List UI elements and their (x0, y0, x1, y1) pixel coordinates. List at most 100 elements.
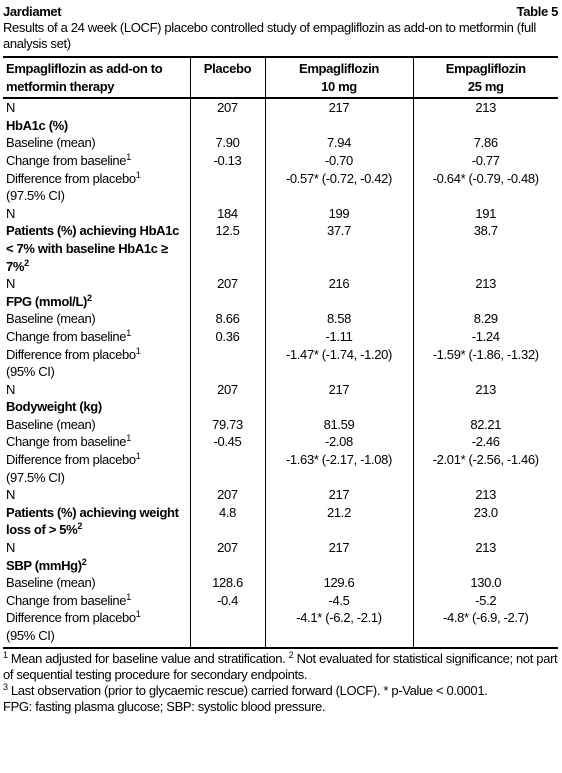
row-label: FPG (mmol/L)2 (3, 293, 190, 311)
cell (412, 116, 558, 135)
footnote: FPG: fasting plasma glucose; SBP: systol… (3, 699, 558, 715)
row-label-text: Change from baseline (6, 592, 127, 608)
cell: 199 (264, 204, 413, 223)
cell (264, 556, 413, 575)
row-label: Baseline (mean) (3, 574, 190, 592)
column-header-text: Empagliflozin as add-on to metformin the… (6, 61, 163, 94)
footnote-ref: 1 (126, 591, 131, 602)
cell: 217 (264, 380, 413, 399)
cell: 213 (412, 98, 558, 117)
column-header: Empagliflozin 10 mg (264, 55, 413, 100)
cell: -0.13 (189, 151, 265, 170)
row-label-text: Patients (%) achieving weight loss of > … (6, 504, 179, 538)
footnote-text: Last observation (prior to glycaemic res… (7, 682, 488, 698)
footnote-ref: 2 (77, 521, 82, 532)
cell (189, 169, 265, 205)
row-label: Baseline (mean) (3, 134, 190, 152)
cell: 217 (264, 539, 413, 557)
cell (412, 398, 558, 416)
table-row: SBP (mmHg)2 (3, 556, 558, 575)
cell (412, 292, 558, 311)
column-header-text: 25 mg (467, 78, 504, 94)
footnotes: 1 Mean adjusted for baseline value and s… (3, 649, 558, 715)
cell (189, 451, 265, 487)
row-label-text: Change from baseline (6, 434, 127, 450)
row-label-text: (95% CI) (6, 628, 55, 643)
row-label-text: Bodyweight (kg) (6, 399, 102, 415)
cell: -5.2 (412, 591, 558, 610)
table-row: Bodyweight (kg) (3, 398, 558, 416)
table-row: N 207 216 213 (3, 275, 558, 293)
brand: Jardiamet (3, 4, 62, 19)
cell: 130.0 (412, 574, 558, 592)
table-number: Table 5 (516, 4, 559, 19)
table-row: HbA1c (%) (3, 116, 558, 135)
row-label-text: Difference from placebo (6, 346, 136, 362)
row-label-text: Difference from placebo (6, 610, 136, 626)
cell (189, 116, 265, 135)
cell: 8.58 (264, 310, 413, 328)
cell: -4.1* (-6.2, -2.1) (264, 609, 413, 649)
footnote-ref: 1 (135, 345, 141, 356)
caption: Results of a 24 week (LOCF) placebo cont… (3, 20, 536, 51)
table-row: Difference from placebo1 (95% CI) -1.47* (… (3, 345, 558, 381)
footnote-ref: 1 (126, 327, 131, 338)
row-label-text: N (6, 381, 16, 397)
row-label-text: N (6, 100, 16, 116)
row-label-text: Change from baseline (6, 328, 127, 344)
footnote-mark: 3 (3, 681, 8, 692)
row-label: Difference from placebo1 (97.5% CI) (3, 170, 190, 205)
cell: 128.6 (189, 574, 265, 592)
footnote-ref: 1 (135, 169, 141, 180)
cell: 213 (412, 380, 558, 399)
column-header-text: Placebo (203, 61, 252, 76)
table-row: N 207 217 213 (3, 539, 558, 557)
cell: 216 (264, 275, 413, 293)
row-label: Change from baseline1 (3, 592, 190, 610)
row-label: N (3, 205, 190, 223)
footnote-ref: 2 (81, 556, 87, 567)
footnote-ref: 2 (87, 292, 92, 303)
cell: -1.59* (-1.86, -1.32) (412, 345, 558, 381)
row-label: Patients (%) achieving weight loss of > … (3, 504, 190, 539)
cell (264, 398, 413, 416)
cell: 217 (264, 486, 413, 504)
row-label: Change from baseline1 (3, 328, 190, 346)
table-row: Change from baseline1 -0.4 -4.5 -5.2 (3, 591, 558, 610)
table-row: N 207 217 213 (3, 486, 558, 504)
table-row: Change from baseline1 0.36 -1.11 -1.24 (3, 327, 558, 346)
cell (264, 116, 413, 135)
footnote-text: FPG: fasting plasma glucose; SBP: systol… (3, 698, 326, 714)
row-label-text: Patients (%) achieving HbA1c < 7% with b… (6, 223, 179, 274)
cell: 81.59 (264, 415, 413, 434)
cell: 184 (189, 204, 265, 223)
cell: -1.63* (-2.17, -1.08) (264, 451, 413, 487)
table-row: Baseline (mean) 128.6 129.6 130.0 (3, 574, 558, 592)
row-label: Baseline (mean) (3, 310, 190, 328)
cell: 191 (412, 204, 558, 223)
column-header-text: 10 mg (321, 78, 357, 94)
cell: 21.2 (264, 503, 413, 540)
cell: 8.29 (412, 310, 558, 328)
table-row: Difference from placebo1 (97.5% CI) -0.57*… (3, 169, 558, 205)
column-header: Empagliflozin 25 mg (412, 55, 558, 100)
footnote-ref: 1 (135, 609, 141, 620)
column-header: Empagliflozin as add-on to metformin the… (3, 55, 190, 100)
row-label: N (3, 275, 190, 293)
footnote-mark: 2 (288, 649, 294, 660)
cell: 207 (189, 486, 265, 504)
table-row: Patients (%) achieving HbA1c < 7% with b… (3, 222, 558, 276)
row-label: Change from baseline1 (3, 433, 190, 451)
cell: -0.64* (-0.79, -0.48) (412, 169, 558, 205)
cell: 207 (189, 275, 265, 293)
cell: 7.94 (264, 134, 413, 152)
footnote: 3 Last observation (prior to glycaemic r… (3, 681, 558, 699)
footnote-ref: 2 (24, 257, 29, 268)
table-row: Patients (%) achieving weight loss of > … (3, 503, 558, 540)
row-label: Difference from placebo1 (95% CI) (3, 346, 190, 381)
cell: 4.8 (189, 503, 265, 540)
cell: -2.01* (-2.56, -1.46) (412, 451, 558, 487)
row-label-text: (95% CI) (6, 364, 55, 380)
cell: 207 (189, 380, 265, 399)
cell: 0.36 (189, 327, 265, 346)
